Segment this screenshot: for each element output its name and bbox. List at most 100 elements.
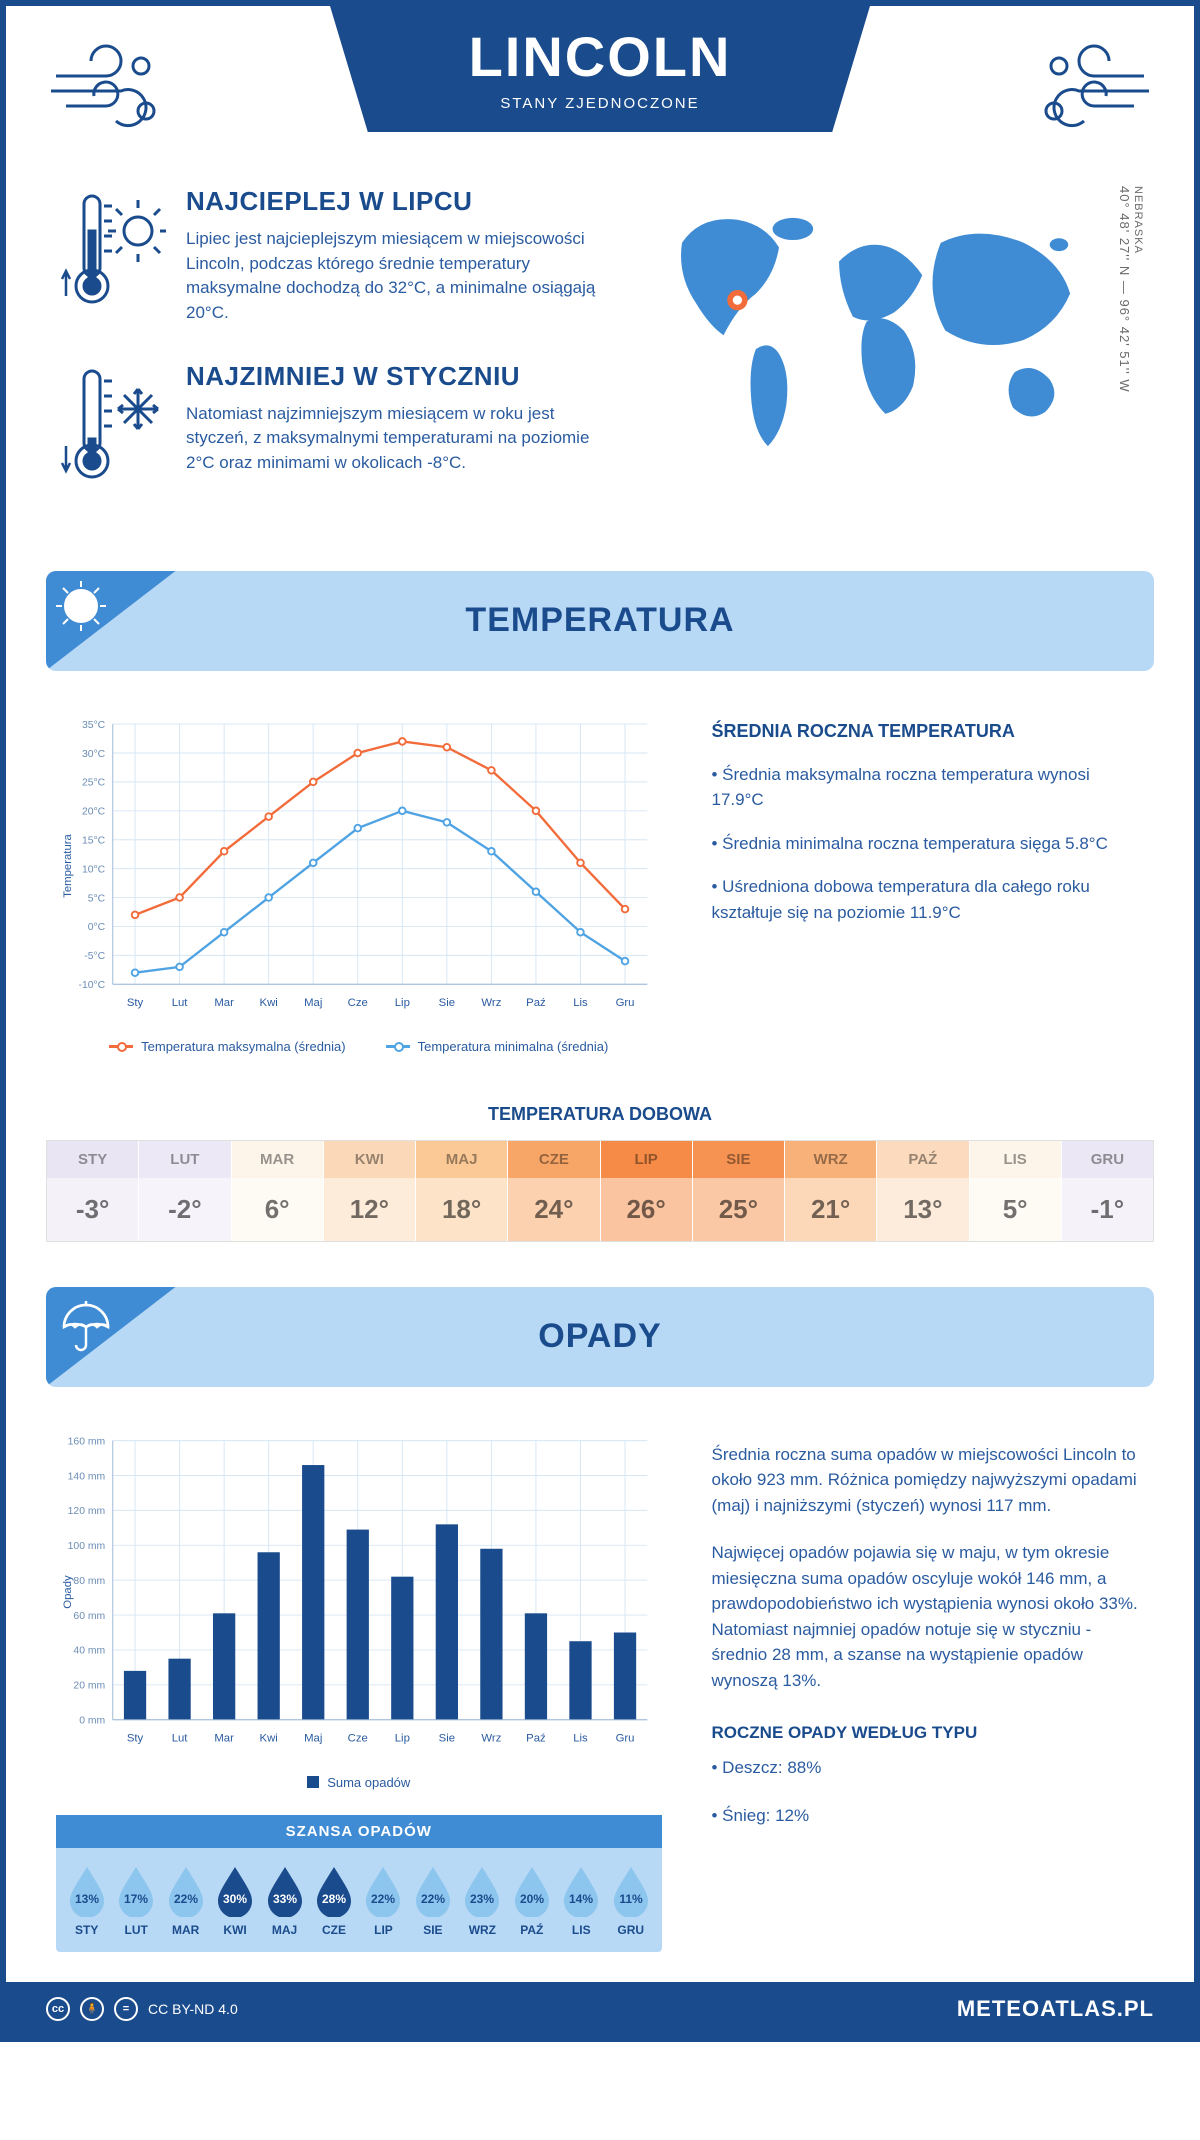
daily-temp-title: TEMPERATURA DOBOWA (6, 1104, 1194, 1125)
svg-text:20%: 20% (520, 1892, 544, 1906)
svg-text:23%: 23% (470, 1892, 494, 1906)
daily-cell: CZE 24° (508, 1141, 600, 1241)
svg-text:14%: 14% (569, 1892, 593, 1906)
svg-text:35°C: 35°C (82, 719, 106, 730)
svg-text:30°C: 30°C (82, 748, 106, 759)
svg-text:120 mm: 120 mm (68, 1506, 106, 1517)
svg-text:11%: 11% (619, 1892, 643, 1906)
footer: cc 🧍 = CC BY-ND 4.0 METEOATLAS.PL (6, 1982, 1194, 2036)
svg-text:Cze: Cze (348, 997, 368, 1009)
svg-text:22%: 22% (371, 1892, 395, 1906)
precip-summary: Średnia roczna suma opadów w miejscowośc… (712, 1422, 1145, 1952)
daily-cell: KWI 12° (324, 1141, 416, 1241)
raindrop-icon: 28% (313, 1863, 355, 1917)
intro-right: NEBRASKA 40° 48' 27'' N — 96° 42' 51'' W (645, 186, 1144, 466)
chance-item: 30% KWI (212, 1863, 257, 1937)
svg-text:Gru: Gru (616, 997, 635, 1009)
avg-temp-title: ŚREDNIA ROCZNA TEMPERATURA (712, 721, 1145, 742)
daily-cell: SIE 25° (693, 1141, 785, 1241)
temperature-legend: Temperatura maksymalna (średnia) Tempera… (56, 1039, 662, 1054)
temperature-content: -10°C-5°C0°C5°C10°C15°C20°C25°C30°C35°CS… (6, 671, 1194, 1079)
avg-temp-bullet1: • Średnia maksymalna roczna temperatura … (712, 762, 1145, 813)
svg-text:15°C: 15°C (82, 835, 106, 846)
svg-text:20 mm: 20 mm (73, 1680, 105, 1691)
svg-text:-5°C: -5°C (84, 951, 105, 962)
chance-item: 33% MAJ (262, 1863, 307, 1937)
coldest-block: NAJZIMNIEJ W STYCZNIU Natomiast najzimni… (56, 361, 605, 496)
avg-temp-bullet2: • Średnia minimalna roczna temperatura s… (712, 831, 1145, 857)
svg-text:Paź: Paź (526, 997, 546, 1009)
daily-cell: PAŹ 13° (877, 1141, 969, 1241)
nd-icon: = (114, 1997, 138, 2021)
svg-text:Mar: Mar (214, 997, 234, 1009)
cc-icon: cc (46, 1997, 70, 2021)
daily-cell: MAJ 18° (416, 1141, 508, 1241)
daily-cell: WRZ 21° (785, 1141, 877, 1241)
license-block: cc 🧍 = CC BY-ND 4.0 (46, 1997, 238, 2021)
chance-box: SZANSA OPADÓW 13% STY 17% LUT 22% (56, 1815, 662, 1952)
svg-text:Cze: Cze (348, 1732, 368, 1744)
city-title: LINCOLN (350, 24, 850, 89)
chance-item: 13% STY (64, 1863, 109, 1937)
chance-item: 22% MAR (163, 1863, 208, 1937)
chance-item: 11% GRU (608, 1863, 653, 1937)
svg-text:100 mm: 100 mm (68, 1541, 106, 1552)
svg-text:Temperatura: Temperatura (62, 833, 74, 897)
svg-text:Sie: Sie (439, 997, 455, 1009)
temperature-chart: -10°C-5°C0°C5°C10°C15°C20°C25°C30°C35°CS… (56, 706, 662, 1054)
sun-icon (54, 579, 109, 634)
header: LINCOLN STANY ZJEDNOCZONE (6, 6, 1194, 166)
temperature-summary: ŚREDNIA ROCZNA TEMPERATURA • Średnia mak… (712, 706, 1145, 1054)
chance-item: 14% LIS (559, 1863, 604, 1937)
wind-icon-right (1024, 36, 1154, 146)
chance-item: 17% LUT (113, 1863, 158, 1937)
svg-text:60 mm: 60 mm (73, 1610, 105, 1621)
raindrop-icon: 13% (66, 1863, 108, 1917)
daily-cell: LUT -2° (139, 1141, 231, 1241)
intro-left: NAJCIEPLEJ W LIPCU Lipiec jest najcieple… (56, 186, 605, 531)
warmest-title: NAJCIEPLEJ W LIPCU (186, 186, 605, 217)
intro-row: NAJCIEPLEJ W LIPCU Lipiec jest najcieple… (6, 166, 1194, 571)
chance-item: 22% SIE (410, 1863, 455, 1937)
svg-text:Sty: Sty (127, 1732, 144, 1744)
daily-temp-table: STY -3°LUT -2°MAR 6°KWI 12°MAJ 18°CZE 24… (46, 1140, 1154, 1242)
svg-text:Lut: Lut (172, 997, 189, 1009)
svg-text:Maj: Maj (304, 997, 322, 1009)
temperature-section-header: TEMPERATURA (46, 571, 1154, 671)
daily-cell: STY -3° (47, 1141, 139, 1241)
location-marker (730, 293, 745, 308)
chance-item: 23% WRZ (460, 1863, 505, 1937)
precip-title: OPADY (538, 1317, 661, 1356)
warmest-text: Lipiec jest najcieplejszym miesiącem w m… (186, 227, 605, 326)
raindrop-icon: 23% (461, 1863, 503, 1917)
raindrop-icon: 22% (165, 1863, 207, 1917)
infographic-container: LINCOLN STANY ZJEDNOCZONE (0, 0, 1200, 2042)
svg-text:28%: 28% (322, 1892, 346, 1906)
umbrella-icon (54, 1295, 114, 1355)
site-name: METEOATLAS.PL (957, 1996, 1154, 2022)
svg-text:22%: 22% (421, 1892, 445, 1906)
svg-text:17%: 17% (124, 1892, 148, 1906)
daily-cell: LIS 5° (970, 1141, 1062, 1241)
temperature-title: TEMPERATURA (465, 601, 734, 640)
svg-text:Gru: Gru (616, 1732, 635, 1744)
precip-section-header: OPADY (46, 1287, 1154, 1387)
chance-item: 22% LIP (361, 1863, 406, 1937)
precip-legend: Suma opadów (56, 1775, 662, 1790)
warmest-block: NAJCIEPLEJ W LIPCU Lipiec jest najcieple… (56, 186, 605, 326)
svg-text:Lis: Lis (573, 997, 588, 1009)
world-map (645, 186, 1107, 466)
svg-text:Sie: Sie (439, 1732, 455, 1744)
raindrop-icon: 22% (412, 1863, 454, 1917)
daily-cell: LIP 26° (601, 1141, 693, 1241)
precip-chart-box: 0 mm20 mm40 mm60 mm80 mm100 mm120 mm140 … (56, 1422, 662, 1952)
by-icon: 🧍 (80, 1997, 104, 2021)
svg-text:140 mm: 140 mm (68, 1471, 106, 1482)
precip-para2: Najwięcej opadów pojawia się w maju, w t… (712, 1540, 1145, 1693)
svg-text:Paź: Paź (526, 1732, 546, 1744)
svg-text:30%: 30% (223, 1892, 247, 1906)
raindrop-icon: 20% (511, 1863, 553, 1917)
coldest-title: NAJZIMNIEJ W STYCZNIU (186, 361, 605, 392)
coldest-text: Natomiast najzimniejszym miesiącem w rok… (186, 402, 605, 476)
svg-text:33%: 33% (273, 1892, 297, 1906)
